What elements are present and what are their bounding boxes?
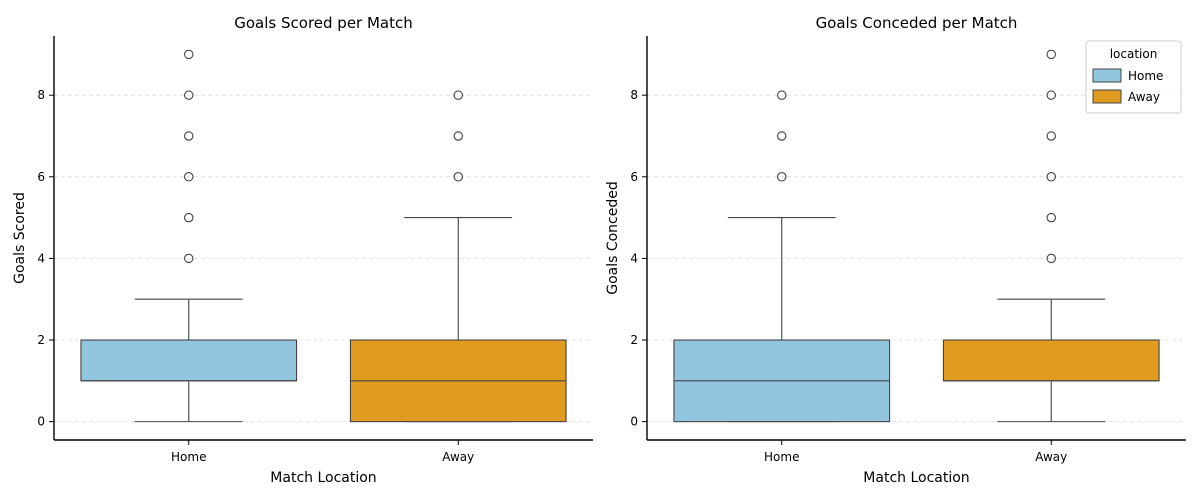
- outlier-point: [184, 172, 194, 182]
- y-tick-label: 2: [630, 333, 638, 347]
- outlier-point: [184, 49, 194, 60]
- outlier-point: [776, 172, 787, 182]
- chart-title: Goals Scored per Match: [234, 14, 413, 32]
- y-tick-label: 0: [630, 415, 638, 429]
- outlier-point: [184, 253, 194, 264]
- legend-label: Away: [1128, 90, 1160, 104]
- chart-panel-2: 0 2 4 6 8 Home Away Goals Conceded per Match Mat…: [605, 14, 1186, 486]
- outlier-point: [1046, 49, 1057, 60]
- x-tick-label: Home: [171, 450, 206, 464]
- box-home: [673, 90, 891, 423]
- outlier-point: [184, 90, 194, 100]
- x-tick-label: Away: [1035, 450, 1067, 464]
- iqr-box: [942, 339, 1160, 382]
- x-axis-label: Match Location: [863, 470, 969, 486]
- outlier-point: [453, 90, 463, 100]
- outlier-point: [453, 131, 463, 141]
- outlier-point: [1046, 90, 1057, 100]
- outlier-point: [1046, 253, 1057, 264]
- y-axis-label: Goals Scored: [12, 192, 28, 284]
- legend-swatch: [1092, 89, 1122, 104]
- y-tick-label: 6: [630, 170, 638, 184]
- outlier-point: [776, 90, 787, 100]
- outlier-point: [184, 131, 194, 141]
- x-tick-label: Home: [764, 450, 799, 464]
- chart-panel-1: 0 2 4 6 8 Home Away Goals Scored per Match Match…: [12, 14, 593, 486]
- box-away: [349, 90, 567, 423]
- box-home: [80, 49, 298, 423]
- chart-title: Goals Conceded per Match: [816, 14, 1018, 32]
- y-tick-label: 4: [37, 251, 45, 265]
- legend-label: Home: [1128, 69, 1163, 83]
- outlier-point: [1046, 131, 1057, 141]
- legend-title: location: [1110, 47, 1158, 61]
- legend: location Home Away: [1085, 40, 1182, 114]
- y-tick-label: 8: [630, 88, 638, 102]
- outlier-point: [184, 212, 194, 223]
- x-axis-label: Match Location: [270, 470, 376, 486]
- outlier-point: [1046, 212, 1057, 223]
- y-tick-label: 0: [37, 415, 45, 429]
- y-tick-label: 4: [630, 251, 638, 265]
- iqr-box: [80, 339, 298, 382]
- outlier-point: [453, 172, 463, 182]
- x-tick-label: Away: [442, 450, 474, 464]
- legend-swatch: [1092, 68, 1122, 83]
- box-away: [942, 49, 1160, 423]
- outlier-point: [776, 131, 787, 141]
- y-tick-label: 6: [37, 170, 45, 184]
- y-tick-label: 8: [37, 88, 45, 102]
- y-tick-label: 2: [37, 333, 45, 347]
- outlier-point: [1046, 172, 1057, 182]
- y-axis-label: Goals Conceded: [605, 181, 621, 295]
